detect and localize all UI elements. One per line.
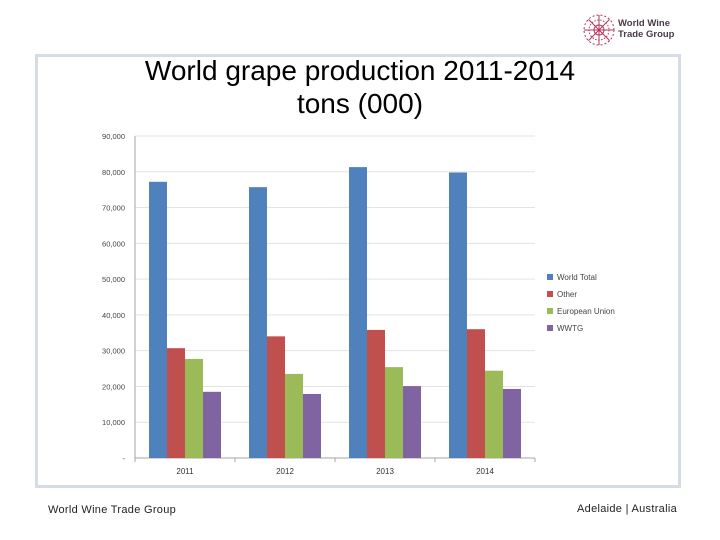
bar-european-union xyxy=(285,373,303,458)
y-tick-label: 80,000 xyxy=(102,168,125,177)
footer-location: Adelaide | Australia xyxy=(577,503,677,515)
legend-label: Other xyxy=(557,290,577,299)
bar-wwtg xyxy=(503,388,521,458)
bar-world-total xyxy=(349,167,367,459)
legend-swatch xyxy=(547,308,553,314)
bar-european-union xyxy=(385,367,403,458)
legend-swatch xyxy=(547,325,553,331)
y-tick-label: 40,000 xyxy=(102,311,125,320)
y-tick-label: - xyxy=(123,454,126,463)
logo: World Wine Trade Group xyxy=(582,10,692,50)
x-tick-label: 2013 xyxy=(376,467,394,476)
x-tick-label: 2012 xyxy=(276,467,294,476)
slide-frame xyxy=(35,54,681,488)
logo-line-1: World Wine xyxy=(618,18,670,29)
wine-rosette-icon xyxy=(583,14,615,46)
y-tick-label: 60,000 xyxy=(102,239,125,248)
bar-european-union xyxy=(485,370,503,458)
legend-label: WWTG xyxy=(557,324,583,333)
legend-swatch xyxy=(547,291,553,297)
chart-title-line-1: World grape production 2011-2014 xyxy=(144,55,576,86)
bar-world-total xyxy=(149,181,167,458)
logo-text: World Wine Trade Group xyxy=(618,18,674,40)
y-tick-label: 10,000 xyxy=(102,418,125,427)
y-tick-label: 50,000 xyxy=(102,275,125,284)
legend-swatch xyxy=(547,274,553,280)
x-tick-label: 2014 xyxy=(476,467,494,476)
bar-other xyxy=(167,348,185,458)
bar-european-union xyxy=(185,358,203,458)
bar-wwtg xyxy=(303,393,321,458)
footer-organization: World Wine Trade Group xyxy=(48,504,177,516)
bar-wwtg xyxy=(203,391,221,458)
bar-other xyxy=(267,336,285,458)
bar-world-total xyxy=(449,172,467,458)
logo-line-2: Trade Group xyxy=(618,29,675,40)
y-tick-label: 90,000 xyxy=(102,132,125,141)
x-tick-label: 2011 xyxy=(176,467,194,476)
y-tick-label: 30,000 xyxy=(102,347,125,356)
bar-wwtg xyxy=(403,386,421,458)
chart-title: World grape production 2011-2014 tons (0… xyxy=(60,54,660,120)
chart-title-line-2: tons (000) xyxy=(296,88,424,119)
y-tick-label: 20,000 xyxy=(102,382,125,391)
bar-other xyxy=(467,329,485,458)
y-tick-label: 70,000 xyxy=(102,204,125,213)
bar-other xyxy=(367,329,385,458)
legend-label: World Total xyxy=(557,273,597,282)
legend-label: European Union xyxy=(557,307,615,316)
bar-world-total xyxy=(249,187,267,458)
